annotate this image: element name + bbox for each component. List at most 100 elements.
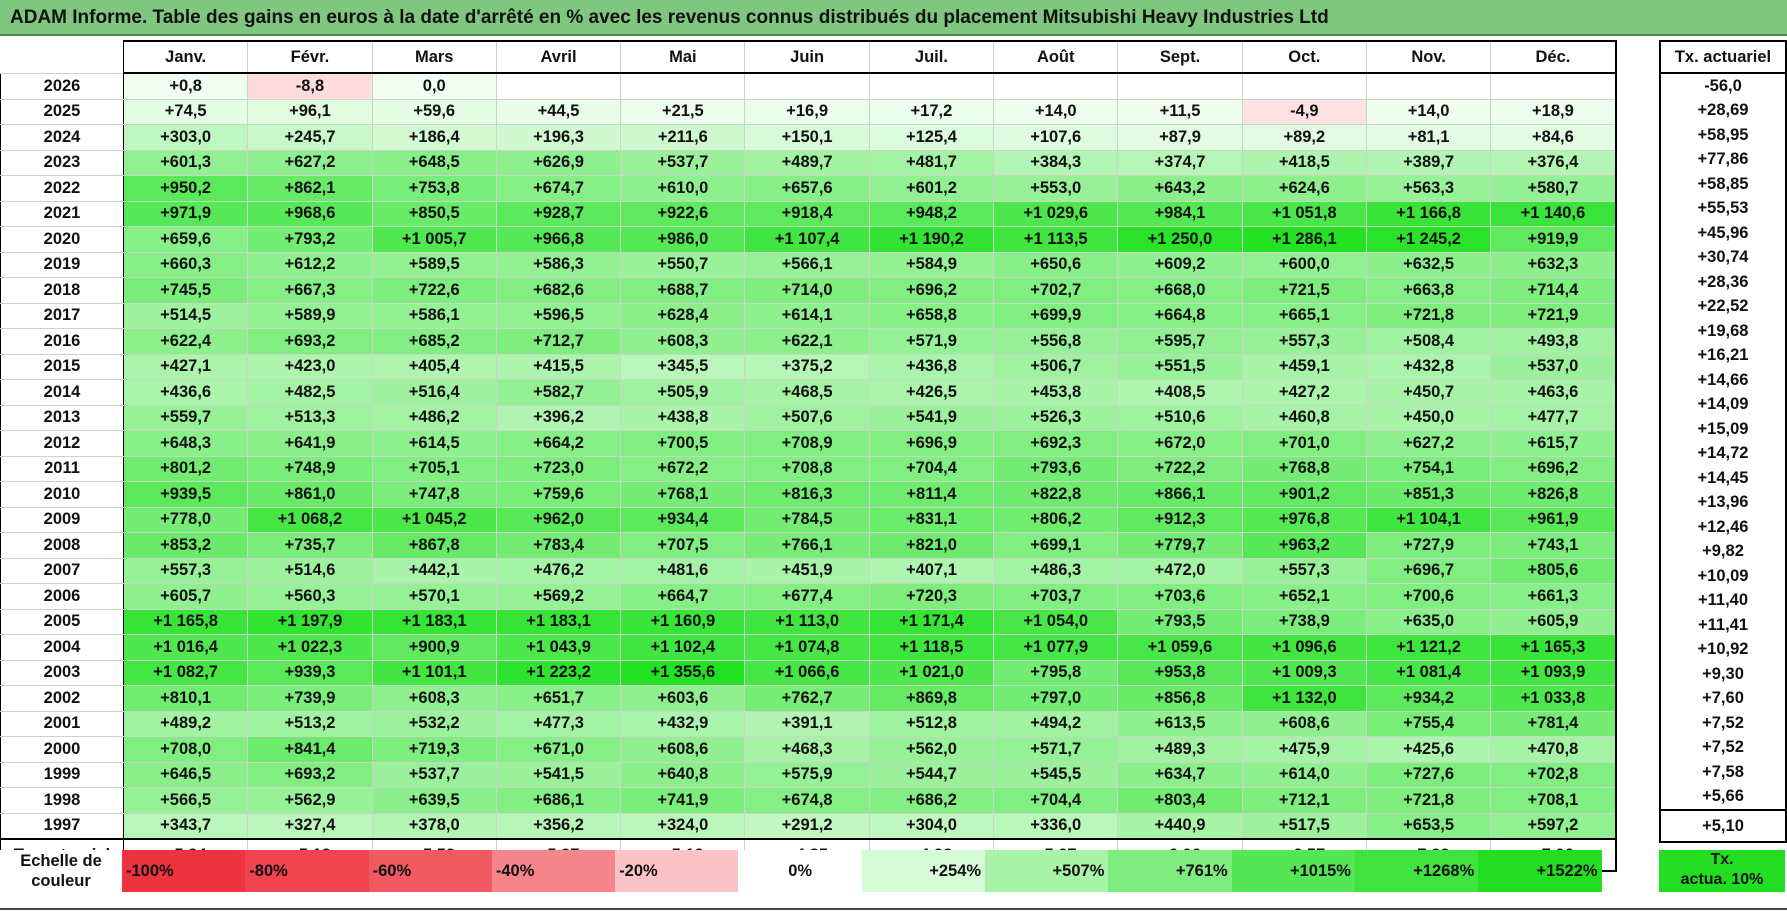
- gain-cell: +432,8: [1365, 353, 1492, 380]
- scale-swatch: +761%: [1108, 850, 1232, 892]
- gain-cell: +514,6: [247, 557, 373, 584]
- gain-cell: +968,6: [247, 200, 373, 227]
- year-cell: 2019: [0, 251, 124, 278]
- year-cell: 2022: [0, 175, 124, 202]
- gain-cell: +384,3: [993, 149, 1119, 176]
- actuarial-rate-cell: +14,45: [1659, 466, 1787, 491]
- year-cell: 2014: [0, 379, 124, 406]
- gain-cell: +376,4: [1490, 149, 1617, 176]
- gain-cell: +735,7: [247, 532, 373, 559]
- gain-cell: +668,0: [1117, 277, 1243, 304]
- actuarial-rate-cell: +45,96: [1659, 221, 1787, 246]
- year-cell: 1999: [0, 761, 124, 788]
- gain-cell: +407,1: [868, 557, 995, 584]
- gain-cell: +866,1: [1117, 481, 1243, 508]
- gain-cell: +1 223,2: [495, 659, 622, 686]
- gain-cell: +470,8: [1490, 736, 1617, 763]
- actuarial-legend-line1: Tx.: [1710, 851, 1734, 868]
- month-header: Juil.: [868, 40, 995, 74]
- year-cell: 2011: [0, 455, 124, 482]
- gain-cell: +610,0: [620, 175, 746, 202]
- gain-cell: [495, 72, 622, 100]
- gain-cell: +304,0: [868, 812, 995, 840]
- actuarial-rate-cell: +10,92: [1659, 637, 1787, 662]
- gain-cell: +811,4: [868, 481, 995, 508]
- gain-cell: +327,4: [247, 812, 373, 840]
- gain-cell: +436,6: [122, 379, 249, 406]
- gain-cell: +705,1: [371, 455, 497, 482]
- corner-cell: [0, 41, 124, 73]
- table-row: 2018 +745,5 +667,3 +722,6 +682,6 +688,7 +714,0…: [0, 277, 1617, 304]
- gain-cell: +685,2: [371, 328, 497, 355]
- gain-cell: +608,3: [371, 685, 497, 712]
- gain-cell: +486,2: [371, 404, 497, 431]
- gain-cell: +961,9: [1490, 506, 1617, 533]
- gain-cell: +569,2: [495, 583, 622, 610]
- gain-cell: +747,8: [371, 481, 497, 508]
- gain-cell: +918,4: [744, 200, 870, 227]
- gain-cell: +648,3: [122, 430, 249, 457]
- gain-cell: +415,5: [495, 353, 622, 380]
- gain-cell: +714,4: [1490, 277, 1617, 304]
- gain-cell: +1 021,0: [868, 659, 995, 686]
- gain-cell: +582,7: [495, 379, 622, 406]
- gain-cell: +601,3: [122, 149, 249, 176]
- gain-cell: +805,6: [1490, 557, 1617, 584]
- gain-cell: +821,0: [868, 532, 995, 559]
- gain-cell: +440,9: [1117, 812, 1243, 840]
- gain-cell: +826,8: [1490, 481, 1617, 508]
- month-header: Févr.: [247, 40, 373, 74]
- gain-cell: +597,2: [1490, 812, 1617, 840]
- gain-cell: +1 033,8: [1490, 685, 1617, 712]
- gain-cell: +541,9: [868, 404, 995, 431]
- gain-cell: +627,2: [1365, 430, 1492, 457]
- gain-cell: +850,5: [371, 200, 497, 227]
- gain-cell: +755,4: [1365, 710, 1492, 737]
- gain-cell: +537,0: [1490, 353, 1617, 380]
- gain-cell: +712,1: [1241, 787, 1367, 814]
- gain-cell: +1 051,8: [1241, 200, 1367, 227]
- gain-cell: +696,9: [868, 430, 995, 457]
- gain-cell: +1 165,8: [122, 608, 249, 635]
- gain-cell: +475,9: [1241, 736, 1367, 763]
- gain-cell: +862,1: [247, 175, 373, 202]
- gain-cell: +595,7: [1117, 328, 1243, 355]
- gain-cell: +795,8: [993, 659, 1119, 686]
- gain-cell: +816,3: [744, 481, 870, 508]
- gain-cell: +513,2: [247, 710, 373, 737]
- gain-cell: +571,9: [868, 328, 995, 355]
- year-cell: 2004: [0, 634, 124, 661]
- gain-cell: +641,9: [247, 430, 373, 457]
- gain-cell: +707,5: [620, 532, 746, 559]
- gain-cell: +506,7: [993, 353, 1119, 380]
- gain-cell: +722,2: [1117, 455, 1243, 482]
- gain-cell: +962,0: [495, 506, 622, 533]
- month-header: Mai: [620, 40, 746, 74]
- gain-cell: +1 113,5: [993, 226, 1119, 253]
- gain-cell: +1 102,4: [620, 634, 746, 661]
- gain-cell: +481,7: [868, 149, 995, 176]
- month-header: Déc.: [1490, 40, 1617, 74]
- gain-cell: +793,5: [1117, 608, 1243, 635]
- gain-cell: +74,5: [122, 98, 249, 125]
- table-row: 2001 +489,2 +513,2 +532,2 +477,3 +432,9 +391,1…: [0, 710, 1617, 737]
- gain-cell: +563,3: [1365, 175, 1492, 202]
- gain-cell: +768,8: [1241, 455, 1367, 482]
- table-row: 2014 +436,6 +482,5 +516,4 +582,7 +505,9 +468,5…: [0, 379, 1617, 406]
- table-row: 2013 +559,7 +513,3 +486,2 +396,2 +438,8 +507,6…: [0, 404, 1617, 431]
- gain-cell: +793,2: [247, 226, 373, 253]
- gain-cell: +928,7: [495, 200, 622, 227]
- gain-cell: +856,8: [1117, 685, 1243, 712]
- gain-cell: +545,5: [993, 761, 1119, 788]
- gain-cell: +550,7: [620, 251, 746, 278]
- gain-cell: +612,2: [247, 251, 373, 278]
- scale-swatch: +1015%: [1231, 850, 1355, 892]
- color-scale-label-line1: Echelle de: [20, 852, 102, 870]
- table-row: 2007 +557,3 +514,6 +442,1 +476,2 +481,6 +451,9…: [0, 557, 1617, 584]
- gain-cell: +664,7: [620, 583, 746, 610]
- gain-cell: +537,7: [371, 761, 497, 788]
- gain-cell: +672,2: [620, 455, 746, 482]
- gain-cell: +477,7: [1490, 404, 1617, 431]
- gain-cell: +303,0: [122, 124, 249, 151]
- gain-cell: +622,4: [122, 328, 249, 355]
